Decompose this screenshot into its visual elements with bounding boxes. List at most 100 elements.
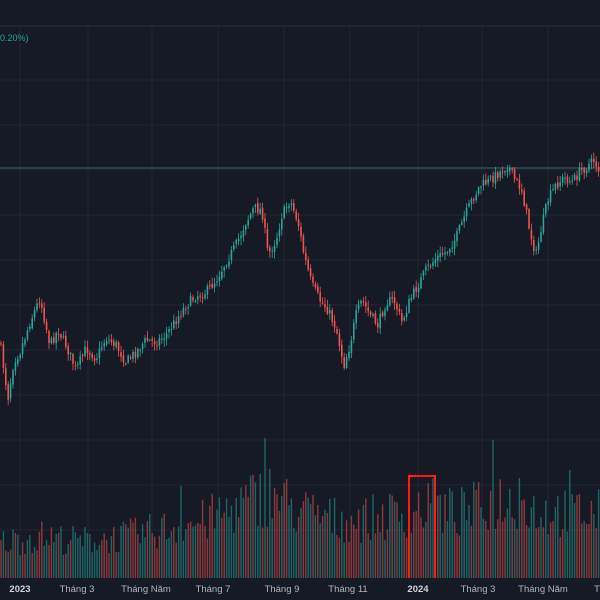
volume-bar-44 <box>105 539 108 578</box>
candle-130 <box>312 273 314 287</box>
candle-198 <box>475 191 477 203</box>
volume-bar-192 <box>461 487 463 578</box>
candle-56 <box>134 346 137 364</box>
candle-222 <box>533 235 535 256</box>
volume-bar-142 <box>341 511 343 578</box>
volume-bar-99 <box>237 517 240 578</box>
volume-bar-145 <box>348 541 350 578</box>
candle-66 <box>158 334 161 350</box>
candle-99 <box>237 233 240 246</box>
candle-194 <box>465 203 468 222</box>
volume-bar-229 <box>549 522 552 578</box>
volume-bar-199 <box>477 482 480 578</box>
x-axis-label-0: 2023 <box>9 584 30 595</box>
candle-204 <box>489 174 492 182</box>
volume-bar-186 <box>446 521 449 578</box>
candle-164 <box>393 290 396 310</box>
candle-112 <box>269 244 271 258</box>
candle-172 <box>413 284 415 300</box>
candle-113 <box>271 246 273 258</box>
x-axis-label-2: Tháng Năm <box>121 584 171 595</box>
volume-bar-128 <box>307 497 309 578</box>
candle-59 <box>141 341 144 354</box>
volume-bar-35 <box>84 527 86 578</box>
candle-6 <box>14 357 17 376</box>
volume-bar-218 <box>523 499 525 578</box>
volume-bar-183 <box>439 494 441 578</box>
volume-bar-132 <box>317 504 319 578</box>
candle-180 <box>432 257 434 270</box>
volume-bar-206 <box>494 529 497 578</box>
candle-174 <box>417 282 420 299</box>
volume-bar-153 <box>367 533 369 578</box>
candle-227 <box>545 203 547 218</box>
volume-bar-223 <box>535 528 537 578</box>
candle-41 <box>98 341 101 365</box>
candle-80 <box>192 295 194 303</box>
volume-bar-26 <box>62 554 65 578</box>
candle-39 <box>93 355 96 366</box>
volume-bar-31 <box>74 532 77 578</box>
candle-221 <box>530 223 533 246</box>
candle-29 <box>69 351 72 361</box>
volume-bar-28 <box>67 544 69 578</box>
candle-249 <box>597 162 600 177</box>
volume-bar-236 <box>566 531 569 578</box>
volume-bar-1 <box>2 531 5 578</box>
volume-bar-152 <box>365 498 367 578</box>
candle-243 <box>583 166 585 179</box>
volume-bar-131 <box>314 515 317 578</box>
volume-bar-11 <box>26 539 29 578</box>
candle-57 <box>137 347 139 360</box>
candle-73 <box>175 316 177 330</box>
candle-141 <box>338 328 341 352</box>
volume-bar-55 <box>132 522 134 578</box>
volume-bar-61 <box>146 521 149 578</box>
volume-bar-127 <box>305 492 307 578</box>
volume-bar-16 <box>38 531 41 578</box>
candle-81 <box>194 299 197 303</box>
volume-bar-136 <box>326 513 329 578</box>
volume-bar-234 <box>561 529 564 578</box>
candle-14 <box>33 306 36 322</box>
volume-bar-27 <box>65 553 67 578</box>
volume-bar-184 <box>441 532 444 578</box>
candle-150 <box>360 299 362 307</box>
candle-146 <box>350 336 353 358</box>
volume-bar-58 <box>139 543 141 578</box>
candle-19 <box>45 318 48 334</box>
candle-207 <box>497 170 499 182</box>
candle-147 <box>353 319 355 344</box>
candle-15 <box>36 298 38 313</box>
candle-40 <box>96 353 98 364</box>
candle-202 <box>485 173 487 186</box>
candle-185 <box>444 246 446 260</box>
volume-bar-25 <box>60 526 62 578</box>
volume-bar-126 <box>302 501 305 578</box>
candle-133 <box>319 286 321 307</box>
volume-bar-74 <box>177 526 180 578</box>
candle-208 <box>499 169 501 181</box>
volume-bar-158 <box>379 532 381 578</box>
candle-49 <box>117 340 120 357</box>
candle-47 <box>113 338 115 351</box>
volume-bar-98 <box>235 498 237 578</box>
volume-bar-202 <box>485 520 487 578</box>
volume-bar-8 <box>19 555 21 578</box>
volume-bar-182 <box>437 495 439 578</box>
x-axis: 2023 Tháng 3 Tháng Năm Tháng 7 Tháng 9 Tháng … <box>0 578 600 600</box>
volume-bar-69 <box>165 539 168 578</box>
grid-layer <box>0 26 600 578</box>
volume-bar-70 <box>168 537 170 578</box>
volume-bar-2 <box>5 550 7 578</box>
candle-158 <box>379 307 381 334</box>
volume-bar-230 <box>552 521 554 578</box>
candle-53 <box>127 354 129 364</box>
candle-239 <box>573 172 576 181</box>
volume-bar-62 <box>149 513 151 578</box>
volume-bar-20 <box>48 545 50 578</box>
volume-bar-125 <box>300 507 302 578</box>
candle-35 <box>84 340 86 358</box>
